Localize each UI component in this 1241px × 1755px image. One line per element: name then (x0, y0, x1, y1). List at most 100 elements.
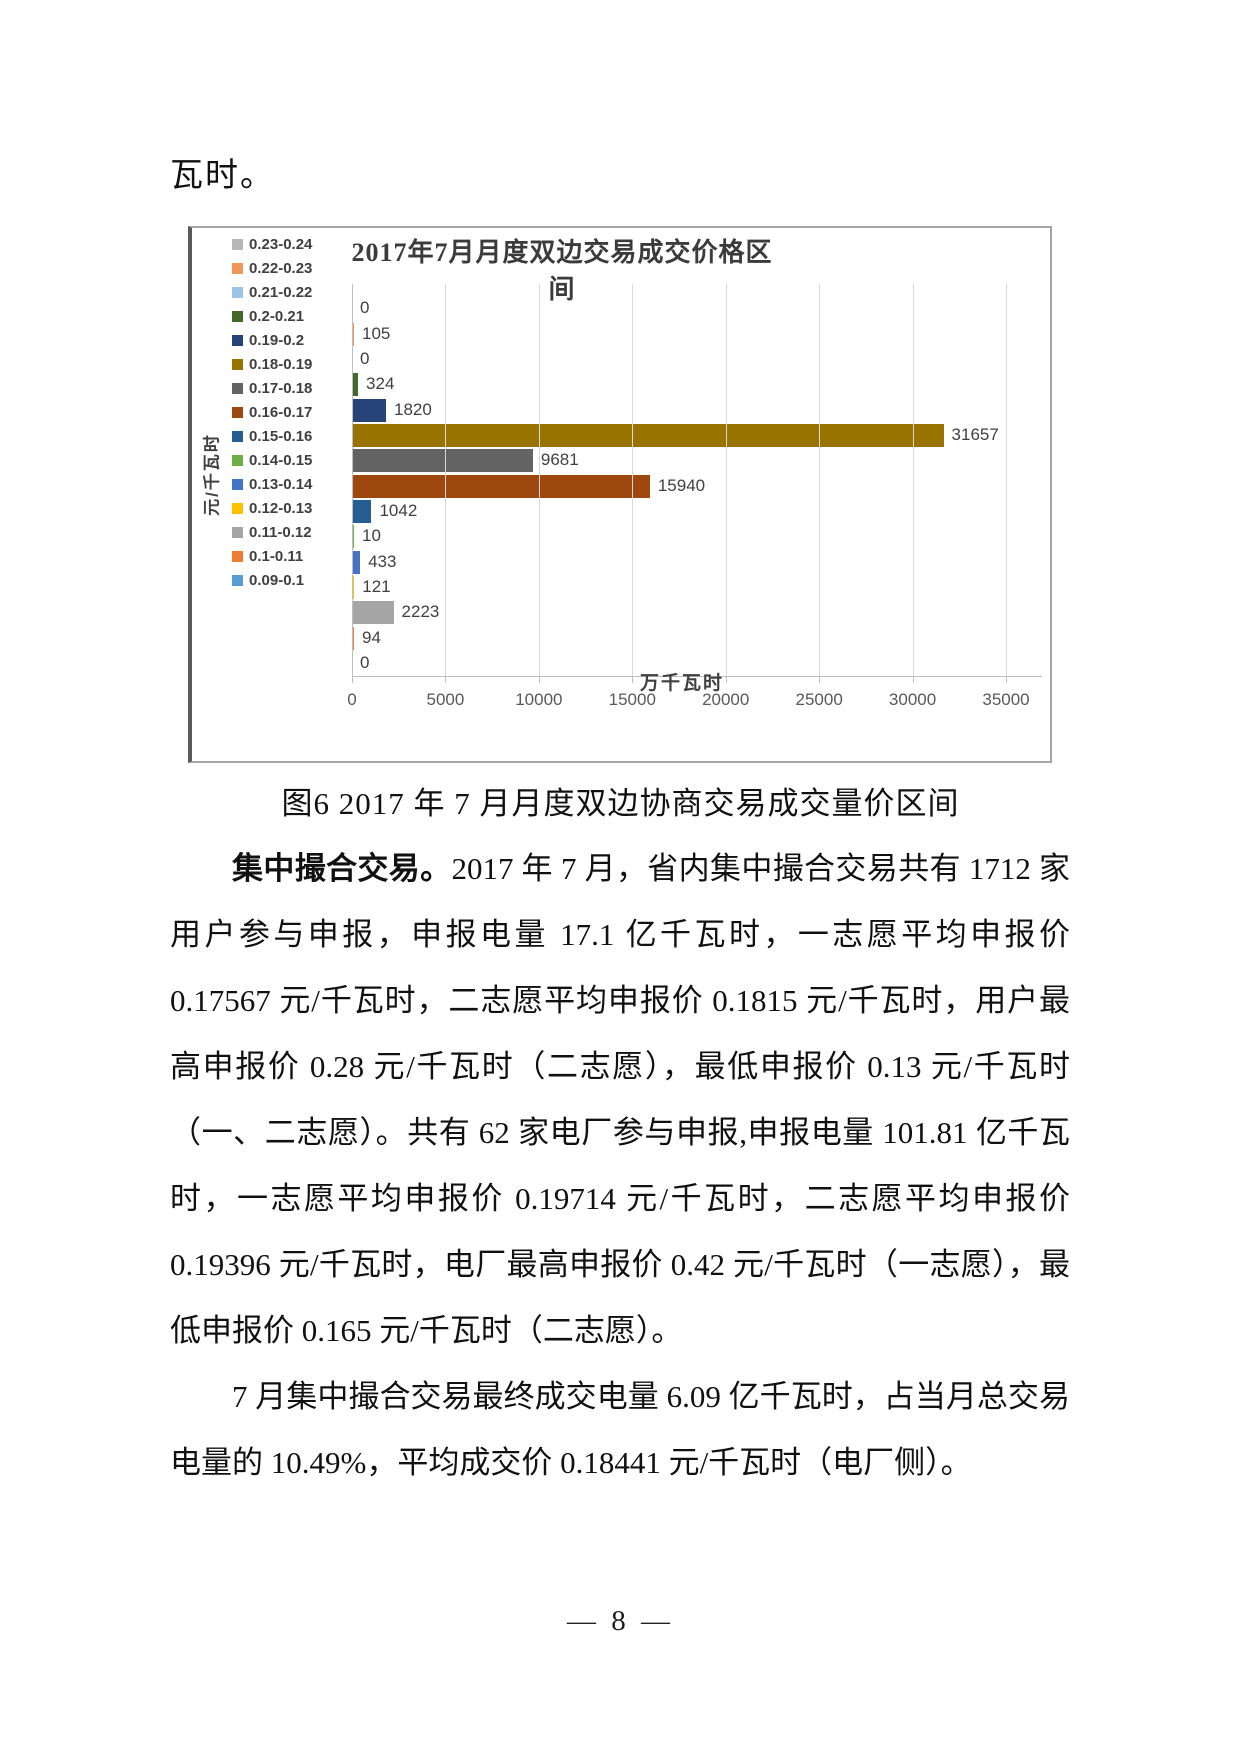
legend-marker (232, 406, 243, 418)
bar-row: 15940 (352, 474, 1042, 498)
x-tick-label: 0 (347, 690, 357, 709)
legend-marker (232, 334, 243, 346)
x-tick-label: 5000 (426, 690, 465, 709)
legend-label: 0.09-0.1 (249, 571, 305, 589)
bar-row: 94 (352, 626, 1042, 650)
bar-value-label: 31657 (951, 424, 999, 444)
bar (352, 449, 533, 473)
bar (352, 550, 361, 574)
gridline (912, 284, 914, 676)
legend-item: 0.18-0.19 (232, 354, 312, 374)
legend-item: 0.16-0.17 (232, 402, 312, 422)
legend-item: 0.13-0.14 (232, 474, 312, 494)
legend-marker (232, 310, 243, 322)
legend-marker (232, 358, 243, 370)
legend-label: 0.21-0.22 (249, 283, 313, 301)
paragraph: 集中撮合交易。2017 年 7 月，省内集中撮合交易共有 1712 家用户参与申… (170, 836, 1070, 1364)
bar-value-label: 0 (360, 652, 370, 672)
x-axis-tick (725, 676, 727, 683)
legend-marker (232, 430, 243, 442)
legend-marker (232, 286, 243, 298)
bar-value-label: 1042 (379, 500, 418, 520)
legend-item: 0.23-0.24 (232, 234, 312, 254)
gridline (632, 284, 634, 676)
legend-label: 0.1-0.11 (249, 547, 304, 565)
bar-row: 9681 (352, 449, 1042, 473)
bar-value-label: 0 (360, 298, 370, 318)
x-axis-tick (912, 676, 914, 683)
legend-item: 0.12-0.13 (232, 498, 312, 518)
legend-item: 0.19-0.2 (232, 330, 304, 350)
bar (352, 373, 359, 397)
x-axis-tick (819, 676, 821, 683)
bar-value-label: 15940 (657, 475, 706, 495)
bar-value-label: 1820 (394, 399, 432, 419)
legend-marker (232, 574, 243, 586)
legend-label: 0.14-0.15 (249, 451, 313, 469)
bar-row: 1042 (352, 499, 1042, 523)
bar-row: 121 (352, 575, 1042, 599)
legend-marker (232, 550, 243, 562)
legend-label: 0.16-0.17 (249, 403, 313, 421)
bar-value-label: 94 (362, 627, 381, 647)
bar-value-label: 9681 (540, 450, 579, 470)
chart-legend: 0.23-0.24 0.22-0.23 0.21-0.22 0.2-0.21 0.19-… (232, 228, 352, 761)
bar (352, 575, 355, 599)
gridline (725, 284, 727, 676)
figure-caption: 图6 2017 年 7 月月度双边协商交易成交量价区间 (281, 786, 960, 821)
body-text: 集中撮合交易。2017 年 7 月，省内集中撮合交易共有 1712 家用户参与申… (170, 836, 1070, 1496)
legend-item: 0.17-0.18 (232, 378, 312, 398)
gridline (352, 284, 353, 676)
bar-value-label: 105 (362, 323, 391, 343)
plot-area: 0 105 0 324 1820 31657 9681 15940 1042 10 433 121 22… (347, 284, 1042, 709)
x-axis-tick (445, 676, 447, 683)
bar-row: 1820 (352, 398, 1042, 422)
legend-label: 0.18-0.19 (249, 355, 313, 373)
y-axis-title: 元/千瓦时 (202, 433, 222, 516)
gridline (445, 284, 447, 676)
gridline (819, 284, 821, 676)
bar-row: 10 (352, 525, 1042, 549)
legend-item: 0.15-0.16 (232, 426, 312, 446)
page-top-text: 瓦时。 (170, 158, 275, 194)
legend-label: 0.17-0.18 (249, 379, 313, 397)
x-axis-tick (1006, 676, 1007, 683)
bar-row: 31657 (352, 423, 1042, 447)
bar (352, 601, 394, 625)
bar-row: 324 (352, 373, 1042, 397)
legend-marker (232, 502, 243, 514)
legend-label: 0.19-0.2 (249, 331, 305, 349)
legend-item: 0.1-0.11 (232, 546, 303, 566)
legend-label: 0.12-0.13 (249, 499, 313, 517)
x-axis-line (352, 676, 1042, 677)
x-axis-tick (632, 676, 634, 683)
bar (352, 423, 944, 447)
bar-row: 2223 (352, 601, 1042, 625)
x-tick-label: 20000 (702, 690, 750, 709)
gridline (1006, 284, 1007, 676)
bar (352, 525, 354, 549)
x-tick-label: 10000 (515, 690, 563, 709)
legend-item: 0.21-0.22 (232, 282, 312, 302)
legend-marker (232, 526, 243, 538)
x-tick-label: 35000 (982, 690, 1030, 709)
bar-row: 0 (352, 652, 1042, 675)
bar-value-label: 121 (362, 576, 391, 596)
bar-value-label: 324 (366, 374, 395, 394)
x-tick-label: 25000 (795, 690, 843, 709)
chart-frame: 2017年7月月度双边交易成交价格区间 元/千瓦时 0.23-0.24 0.22-… (188, 226, 1052, 763)
legend-label: 0.23-0.24 (249, 235, 313, 253)
legend-label: 0.15-0.16 (249, 427, 313, 445)
bar-row: 105 (352, 322, 1042, 346)
legend-item: 0.2-0.21 (232, 306, 304, 326)
legend-label: 0.2-0.21 (249, 307, 305, 325)
bar-value-label: 0 (360, 348, 370, 368)
x-axis-title: 万千瓦时 (639, 673, 724, 694)
legend-label: 0.11-0.12 (249, 523, 312, 541)
legend-marker (232, 454, 243, 466)
chart-title: 2017年7月月度双边交易成交价格区间 (351, 238, 773, 304)
bars-container: 0 105 0 324 1820 31657 9681 15940 1042 10 433 121 22… (352, 296, 1042, 676)
bar-value-label: 10 (362, 526, 381, 546)
paragraph-text: 2017 年 7 月，省内集中撮合交易共有 1712 家用户参与申报，申报电量 … (170, 851, 1071, 1348)
x-axis-tick (538, 676, 540, 683)
